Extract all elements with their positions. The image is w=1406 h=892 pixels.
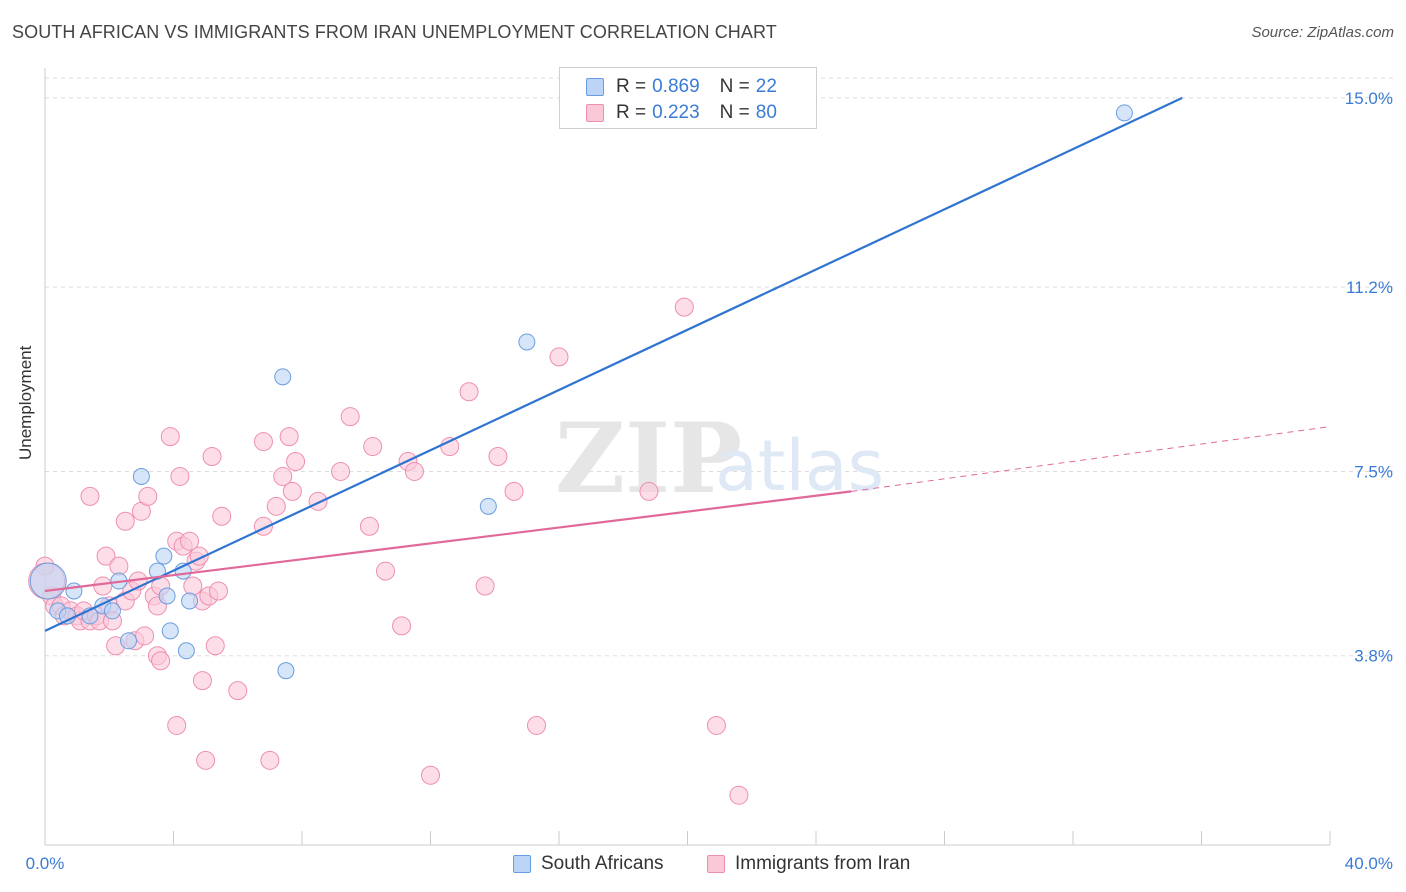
- legend-item-immigrants-from-iran[interactable]: Immigrants from Iran: [707, 851, 910, 877]
- legend-r-label: R =: [616, 102, 647, 123]
- point-immigrants-from-iran: [475, 576, 495, 596]
- grid-lines: [45, 77, 1395, 657]
- point-south-africans: [177, 642, 195, 660]
- point-south-africans: [277, 662, 295, 680]
- legend-n-value: 80: [755, 102, 777, 123]
- legend-label: South Africans: [541, 853, 664, 874]
- point-south-africans: [120, 632, 138, 650]
- point-south-africans: [29, 562, 67, 600]
- point-immigrants-from-iran: [93, 576, 113, 596]
- point-immigrants-from-iran: [376, 561, 396, 581]
- point-south-africans: [65, 582, 83, 600]
- point-immigrants-from-iran: [192, 671, 212, 691]
- watermark-atlas: atlas: [715, 425, 884, 507]
- point-south-africans: [518, 333, 536, 351]
- y-tick-label: 11.2%: [1346, 278, 1393, 297]
- point-immigrants-from-iran: [202, 447, 222, 467]
- point-immigrants-from-iran: [96, 546, 116, 566]
- legend-n-label: N =: [719, 76, 750, 97]
- x-tick-label: 40.0%: [1345, 854, 1393, 873]
- legend-row-immigrants-from-iran: R = 0.223 N = 80: [586, 101, 777, 125]
- point-south-africans: [479, 497, 497, 515]
- point-south-africans: [274, 368, 292, 386]
- series-immigrants-from-iran: [28, 297, 749, 805]
- legend-swatch-immigrants-from-iran: [707, 855, 725, 873]
- y-axis-label: Unemployment: [16, 345, 35, 460]
- point-south-africans: [181, 592, 199, 610]
- correlation-legend: R = 0.869 N = 22 R = 0.223 N = 80: [559, 67, 817, 129]
- point-south-africans: [158, 587, 176, 605]
- series-south-africans: [29, 104, 1133, 680]
- point-immigrants-from-iran: [527, 715, 547, 735]
- point-immigrants-from-iran: [228, 681, 248, 701]
- point-immigrants-from-iran: [180, 531, 200, 551]
- point-immigrants-from-iran: [273, 466, 293, 486]
- point-immigrants-from-iran: [308, 491, 328, 511]
- point-south-africans: [132, 467, 150, 485]
- legend-swatch-south-africans: [513, 855, 531, 873]
- point-immigrants-from-iran: [488, 447, 508, 467]
- point-immigrants-from-iran: [706, 715, 726, 735]
- x-tick-label: 0.0%: [26, 854, 65, 873]
- point-immigrants-from-iran: [639, 481, 659, 501]
- source-label: Source: ZipAtlas.com: [1251, 24, 1394, 41]
- y-tick-label: 15.0%: [1345, 89, 1393, 108]
- legend-n-value: 22: [755, 76, 777, 97]
- point-immigrants-from-iran: [363, 437, 383, 457]
- point-immigrants-from-iran: [286, 452, 306, 471]
- point-immigrants-from-iran: [282, 481, 302, 501]
- point-immigrants-from-iran: [729, 785, 749, 805]
- y-tick-label: 7.5%: [1354, 462, 1393, 481]
- point-immigrants-from-iran: [459, 382, 479, 402]
- point-immigrants-from-iran: [359, 516, 379, 536]
- legend-swatch-immigrants-from-iran: [586, 104, 604, 122]
- point-immigrants-from-iran: [80, 486, 100, 506]
- trend-line-south-africans: [44, 96, 1183, 632]
- chart-title: SOUTH AFRICAN VS IMMIGRANTS FROM IRAN UN…: [12, 22, 777, 42]
- point-south-africans: [103, 602, 121, 620]
- point-immigrants-from-iran: [674, 297, 694, 317]
- legend-r-label: R =: [616, 76, 647, 97]
- point-immigrants-from-iran: [340, 407, 360, 427]
- legend-r-value: 0.869: [652, 76, 700, 97]
- point-south-africans: [1115, 104, 1133, 122]
- point-immigrants-from-iran: [253, 432, 273, 452]
- point-immigrants-from-iran: [196, 750, 216, 770]
- point-immigrants-from-iran: [151, 651, 171, 671]
- point-immigrants-from-iran: [138, 486, 158, 506]
- point-immigrants-from-iran: [331, 461, 351, 481]
- point-immigrants-from-iran: [160, 427, 180, 447]
- point-immigrants-from-iran: [167, 715, 187, 735]
- point-immigrants-from-iran: [205, 636, 225, 656]
- point-south-africans: [155, 547, 173, 565]
- trend-line-extension-immigrants-from-iran: [851, 426, 1331, 492]
- point-immigrants-from-iran: [109, 556, 129, 576]
- legend-item-south-africans[interactable]: South Africans: [513, 851, 664, 877]
- point-immigrants-from-iran: [212, 506, 232, 526]
- point-immigrants-from-iran: [260, 750, 280, 770]
- axes: [44, 68, 1331, 846]
- point-south-africans: [161, 622, 179, 640]
- legend-label: Immigrants from Iran: [735, 853, 911, 874]
- point-immigrants-from-iran: [504, 481, 524, 501]
- point-immigrants-from-iran: [404, 461, 424, 481]
- legend-row-south-africans: R = 0.869 N = 22: [586, 75, 777, 99]
- point-immigrants-from-iran: [279, 427, 299, 447]
- y-tick-label: 3.8%: [1354, 647, 1393, 666]
- trend-lines: [44, 96, 1331, 632]
- point-immigrants-from-iran: [115, 511, 135, 531]
- point-immigrants-from-iran: [549, 347, 569, 367]
- point-immigrants-from-iran: [421, 765, 440, 785]
- tick-labels: 3.8% 7.5% 11.2% 15.0% 0.0% 40.0%: [26, 89, 1393, 873]
- point-immigrants-from-iran: [208, 581, 228, 601]
- legend-n-label: N =: [719, 102, 750, 123]
- point-immigrants-from-iran: [135, 626, 155, 646]
- point-immigrants-from-iran: [266, 496, 286, 516]
- trend-line-immigrants-from-iran: [44, 490, 852, 593]
- point-immigrants-from-iran: [392, 616, 412, 636]
- point-immigrants-from-iran: [170, 466, 190, 486]
- legend-swatch-south-africans: [586, 78, 604, 96]
- legend-r-value: 0.223: [652, 102, 700, 123]
